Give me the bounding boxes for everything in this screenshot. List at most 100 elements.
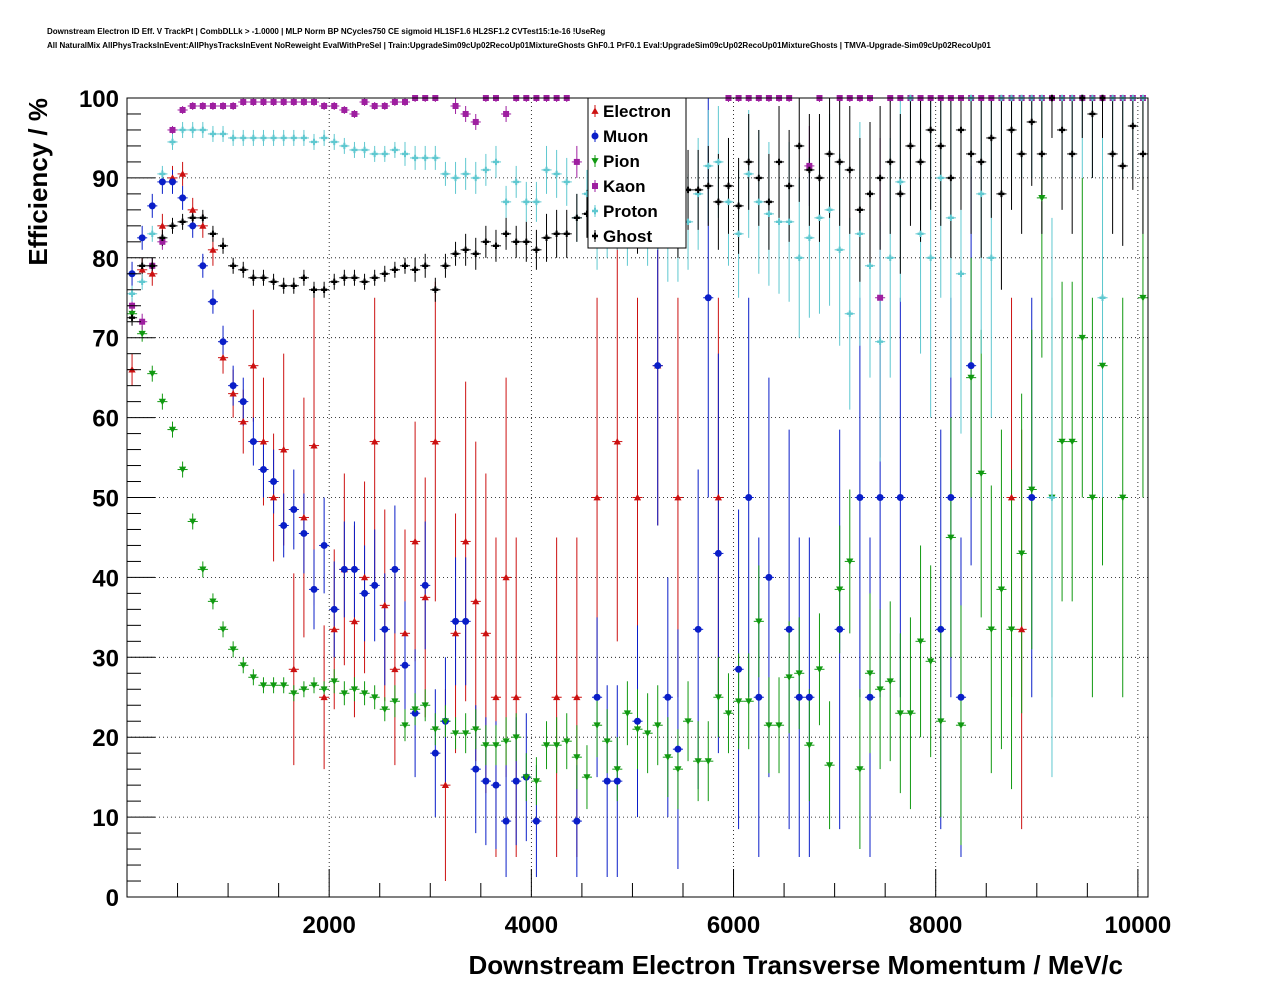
proton-point	[492, 158, 499, 166]
legend-label-kaon: Kaon	[603, 177, 646, 196]
proton-point	[280, 134, 287, 142]
plot-header-line-2: All NaturalMix AllPhysTracksInEvent:AllP…	[47, 41, 991, 50]
pion-point	[836, 586, 844, 593]
pion-point	[755, 618, 763, 625]
pion-point	[462, 730, 470, 737]
muon-point	[836, 625, 844, 633]
pion-point	[927, 658, 935, 665]
pion-point	[593, 722, 601, 729]
pion-point	[856, 766, 864, 773]
kaon-point	[179, 106, 186, 113]
muon-point	[502, 817, 510, 825]
ghost-point	[513, 238, 520, 246]
muon-point	[704, 294, 712, 302]
legend-marker-ghost	[592, 232, 598, 240]
electron-point	[573, 693, 581, 701]
pion-point	[320, 686, 328, 693]
ghost-point	[442, 262, 449, 269]
muon-point	[350, 565, 358, 573]
kaon-point	[260, 98, 267, 105]
muon-point	[694, 625, 702, 633]
muon-point	[158, 178, 166, 186]
electron-point	[674, 493, 682, 501]
y-tick-label: 60	[92, 406, 119, 433]
proton-point	[765, 210, 772, 218]
ghost-point	[1038, 150, 1045, 158]
proton-point	[705, 162, 712, 170]
ghost-point	[240, 266, 247, 273]
electron-point	[613, 437, 621, 445]
ghost-point	[563, 230, 570, 238]
pion-point	[846, 558, 854, 566]
pion-point	[724, 710, 733, 717]
pion-point	[714, 694, 722, 701]
proton-point	[917, 230, 924, 238]
electron-point	[1007, 493, 1016, 501]
proton-point	[230, 134, 237, 142]
tick-labels: 0 10 20 30 40 50 60 70 80 90 100 2000 4000 6000 8000 10…	[79, 86, 1171, 939]
legend-entry-muon: Muon	[591, 127, 648, 146]
muon-point	[785, 625, 793, 633]
ghost-point	[179, 218, 186, 226]
pion-point	[563, 738, 571, 745]
pion-point	[957, 722, 965, 729]
pion-point	[916, 638, 925, 645]
kaon-point	[472, 118, 479, 125]
pion-point	[987, 626, 995, 633]
proton-point	[220, 130, 227, 138]
ghost-point	[735, 202, 742, 210]
legend-entry-ghost: Ghost	[592, 227, 652, 246]
muon-point	[138, 234, 146, 242]
muon-point	[795, 693, 803, 701]
proton-point	[877, 338, 884, 345]
ghost-point	[765, 198, 772, 206]
proton-point	[816, 214, 823, 222]
pion-point	[1058, 438, 1066, 446]
pion-point	[542, 742, 551, 749]
ghost-point	[149, 262, 156, 269]
electron-point	[421, 593, 429, 601]
muon-point	[239, 398, 247, 406]
muon-point	[371, 581, 379, 589]
ghost-point	[705, 182, 712, 190]
kaon-point	[189, 102, 196, 109]
proton-point	[311, 138, 318, 146]
ghost-point	[826, 150, 833, 158]
ghost-point	[796, 142, 803, 150]
y-tick-label: 10	[92, 805, 119, 832]
proton-point	[947, 214, 954, 222]
pion-point	[472, 726, 480, 733]
y-tick-label: 30	[92, 645, 119, 672]
muon-point	[340, 565, 348, 573]
proton-point	[978, 190, 985, 198]
pion-point	[330, 678, 338, 685]
pion-point	[340, 690, 348, 697]
proton-point	[715, 158, 722, 166]
proton-point	[988, 254, 995, 261]
ghost-point	[341, 274, 348, 281]
ghost-point	[503, 230, 510, 238]
ghost-point	[1018, 150, 1025, 158]
electron-point	[269, 493, 278, 501]
kaon-point	[300, 98, 307, 105]
muon-point	[613, 777, 621, 785]
ghost-point	[836, 158, 843, 166]
kaon-point	[230, 102, 237, 109]
proton-point	[867, 262, 874, 269]
ghost-point	[806, 166, 813, 174]
ghost-point	[988, 134, 995, 142]
x-tick-label: 8000	[909, 912, 962, 939]
electron-point	[381, 601, 389, 609]
ghost-point	[189, 214, 196, 222]
proton-point	[189, 126, 196, 134]
electron-point	[492, 693, 500, 701]
y-tick-label: 0	[106, 885, 119, 912]
proton-point	[149, 230, 156, 238]
ghost-point	[937, 142, 944, 150]
ghost-point	[462, 246, 469, 254]
electron-point	[189, 206, 197, 213]
kaon-point	[361, 98, 368, 105]
pion-point	[906, 710, 915, 717]
ghost-point	[543, 234, 550, 242]
muon-point	[472, 765, 480, 773]
